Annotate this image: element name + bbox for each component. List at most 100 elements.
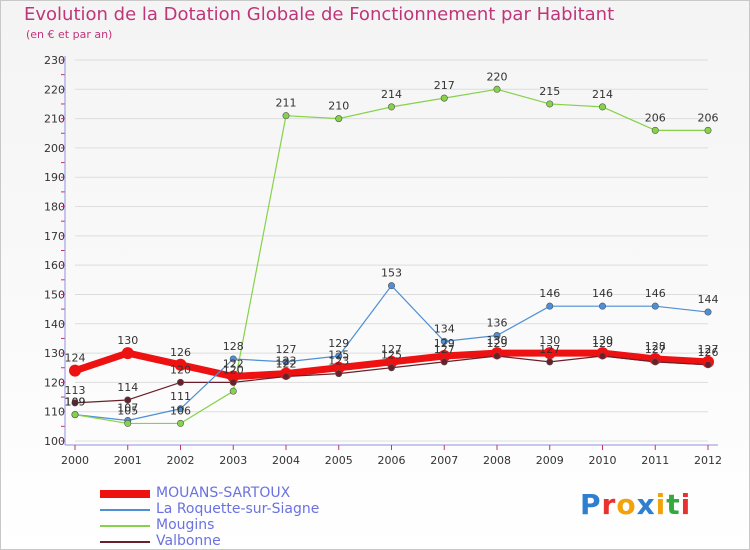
data-point	[704, 308, 712, 316]
data-label: 127	[698, 343, 719, 356]
data-label: 125	[328, 349, 349, 362]
data-label: 146	[592, 287, 613, 300]
data-point	[598, 302, 606, 310]
data-point	[335, 115, 343, 123]
y-tick-label: 190	[44, 171, 65, 184]
y-tick-label: 220	[44, 83, 65, 96]
data-label: 127	[539, 343, 560, 356]
x-tick-label: 2009	[536, 454, 564, 467]
logo-letter: i	[680, 488, 692, 521]
data-label: 129	[328, 337, 349, 350]
data-point	[440, 337, 448, 345]
data-label: 106	[170, 404, 191, 417]
data-label: 206	[698, 111, 719, 124]
data-point	[546, 302, 554, 310]
chart-legend: MOUANS-SARTOUX La Roquette-sur-Siagne Moug…	[100, 485, 420, 550]
data-point	[124, 419, 132, 427]
data-point	[177, 419, 185, 427]
data-label: 214	[592, 88, 613, 101]
legend-swatch	[100, 541, 150, 543]
data-point	[651, 126, 659, 134]
data-label: 211	[276, 97, 297, 110]
data-point	[440, 358, 448, 366]
data-point	[227, 370, 240, 383]
legend-item: MOUANS-SARTOUX	[100, 485, 420, 502]
data-point	[282, 358, 290, 366]
data-label: 129	[487, 337, 508, 350]
x-tick-label: 2000	[61, 454, 89, 467]
data-label: 206	[645, 111, 666, 124]
logo-letter: r	[601, 488, 617, 521]
data-point	[438, 350, 451, 363]
data-label: 129	[592, 337, 613, 350]
logo-letter: o	[616, 488, 637, 521]
data-label: 109	[65, 396, 86, 409]
y-tick-label: 170	[44, 230, 65, 243]
data-point	[121, 347, 134, 360]
y-tick-label: 150	[44, 288, 65, 301]
data-label: 120	[170, 363, 191, 376]
data-label: 130	[487, 334, 508, 347]
data-label: 114	[117, 381, 138, 394]
data-point	[546, 358, 554, 366]
y-tick-label: 140	[44, 318, 65, 331]
data-label: 113	[65, 384, 86, 397]
data-point	[651, 302, 659, 310]
data-point	[174, 358, 187, 371]
data-point	[651, 358, 659, 366]
data-label: 127	[645, 343, 666, 356]
data-point	[335, 370, 343, 378]
data-label: 130	[539, 334, 560, 347]
legend-label: Mougins	[156, 517, 215, 533]
data-point	[177, 378, 185, 386]
data-point	[229, 378, 237, 386]
data-label: 107	[117, 401, 138, 414]
x-tick-label: 2001	[114, 454, 142, 467]
data-label: 130	[117, 334, 138, 347]
data-label: 126	[698, 346, 719, 359]
data-point	[704, 126, 712, 134]
data-label: 123	[276, 355, 297, 368]
logo-letter: t	[666, 488, 681, 521]
data-label: 123	[328, 355, 349, 368]
data-point	[71, 399, 79, 407]
y-tick-label: 230	[44, 54, 65, 67]
legend-item: La Roquette-sur-Siagne	[100, 501, 420, 518]
data-label: 128	[223, 340, 244, 353]
data-point	[598, 352, 606, 360]
data-label: 105	[117, 404, 138, 417]
y-tick-label: 210	[44, 113, 65, 126]
x-tick-label: 2002	[167, 454, 195, 467]
data-label: 136	[487, 316, 508, 329]
y-tick-label: 160	[44, 259, 65, 272]
x-tick-label: 2004	[272, 454, 300, 467]
data-label: 210	[328, 100, 349, 113]
data-label: 111	[170, 390, 191, 403]
data-label: 134	[434, 322, 455, 335]
proxiti-logo: Proxiti	[580, 488, 691, 521]
data-label: 127	[381, 343, 402, 356]
data-label: 146	[539, 287, 560, 300]
data-point	[177, 405, 185, 413]
legend-label: Valbonne	[156, 533, 221, 549]
y-tick-label: 180	[44, 201, 65, 214]
x-tick-label: 2012	[694, 454, 722, 467]
data-point	[387, 282, 395, 290]
data-label: 122	[276, 358, 297, 371]
data-label: 126	[170, 346, 191, 359]
legend-swatch	[100, 490, 150, 498]
y-tick-label: 200	[44, 142, 65, 155]
data-label: 130	[592, 334, 613, 347]
data-point	[385, 355, 398, 368]
data-point	[387, 103, 395, 111]
x-tick-label: 2003	[219, 454, 247, 467]
data-label: 220	[487, 70, 508, 83]
data-point	[282, 373, 290, 381]
data-label: 124	[65, 352, 86, 365]
x-tick-label: 2008	[483, 454, 511, 467]
x-tick-label: 2011	[641, 454, 669, 467]
legend-label: MOUANS-SARTOUX	[156, 485, 291, 501]
x-tick-label: 2007	[430, 454, 458, 467]
